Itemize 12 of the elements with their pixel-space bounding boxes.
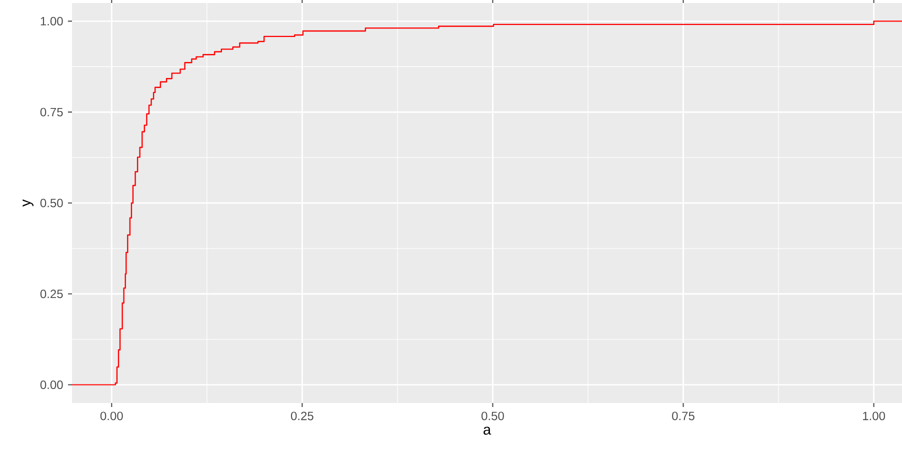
y-tick-label: 0.50: [40, 198, 63, 208]
x-axis-title: a: [484, 426, 492, 435]
y-tick-label: 0.25: [40, 290, 63, 298]
y-tick-label: 0.00: [40, 380, 63, 390]
x-tick-label: 0.25: [290, 412, 314, 420]
x-tick-label: 0.00: [100, 412, 123, 420]
x-tick-label: 0.75: [672, 412, 694, 420]
x-tick-label: 0.50: [482, 412, 504, 420]
y-tick-label: 1.00: [40, 16, 63, 26]
x-tick-label: 1.00: [863, 412, 886, 420]
y-axis-title: y: [22, 199, 34, 207]
y-tick-label: 0.75: [40, 108, 63, 116]
